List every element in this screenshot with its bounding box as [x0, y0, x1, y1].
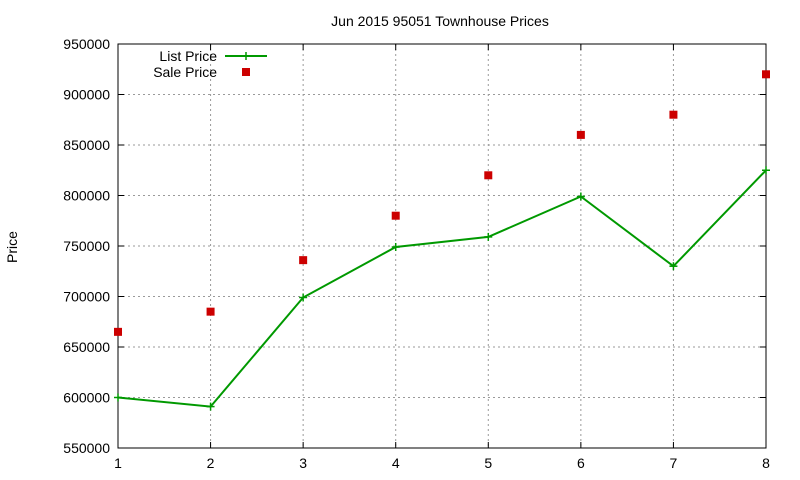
- legend-marker-list-price: [242, 52, 250, 60]
- x-tick-label: 1: [114, 455, 122, 471]
- y-tick-label: 650000: [63, 339, 110, 355]
- list-price-point: [206, 402, 215, 411]
- legend-label-list-price: List Price: [159, 48, 217, 64]
- sale-price-point: [669, 110, 678, 119]
- sale-price-point: [114, 327, 122, 336]
- x-tick-label: 5: [484, 455, 492, 471]
- x-tick-label: 8: [762, 455, 770, 471]
- y-tick-label: 800000: [63, 188, 110, 204]
- y-tick-label: 950000: [63, 36, 110, 52]
- sale-price-point: [299, 256, 308, 265]
- sale-price-point: [576, 130, 585, 139]
- sale-price-point: [391, 211, 400, 220]
- x-tick-label: 7: [670, 455, 678, 471]
- list-price-point: [576, 192, 585, 201]
- list-price-point: [484, 232, 493, 241]
- y-tick-label: 600000: [63, 390, 110, 406]
- y-tick-label: 750000: [63, 238, 110, 254]
- list-price-point: [391, 243, 400, 252]
- x-tick-label: 3: [299, 455, 307, 471]
- x-axis-ticks: 1 2 3 4 5 6 7 8: [114, 44, 770, 471]
- series-layer: [114, 70, 770, 411]
- sale-price-point: [762, 70, 770, 79]
- list-price-point: [669, 262, 678, 271]
- x-tick-label: 4: [392, 455, 400, 471]
- list-price-point: [762, 166, 770, 175]
- sale-price-point: [206, 307, 215, 316]
- sale-price-point: [484, 171, 493, 180]
- list-price-point: [299, 293, 308, 302]
- grid: [118, 44, 766, 448]
- legend-label-sale-price: Sale Price: [153, 64, 217, 80]
- y-axis-ticks: 550000 600000 650000 700000 750000 800000 8500…: [63, 36, 766, 456]
- list-price-line: [117, 169, 767, 408]
- y-tick-label: 900000: [63, 87, 110, 103]
- y-tick-label: 850000: [63, 137, 110, 153]
- x-tick-label: 2: [207, 455, 215, 471]
- y-tick-label: 700000: [63, 289, 110, 305]
- y-axis-label: Price: [4, 231, 20, 263]
- legend-marker-sale-price: [242, 68, 250, 76]
- y-tick-label: 550000: [63, 440, 110, 456]
- chart-title: Jun 2015 95051 Townhouse Prices: [331, 13, 549, 29]
- x-tick-label: 6: [577, 455, 585, 471]
- list-price-point: [114, 393, 122, 402]
